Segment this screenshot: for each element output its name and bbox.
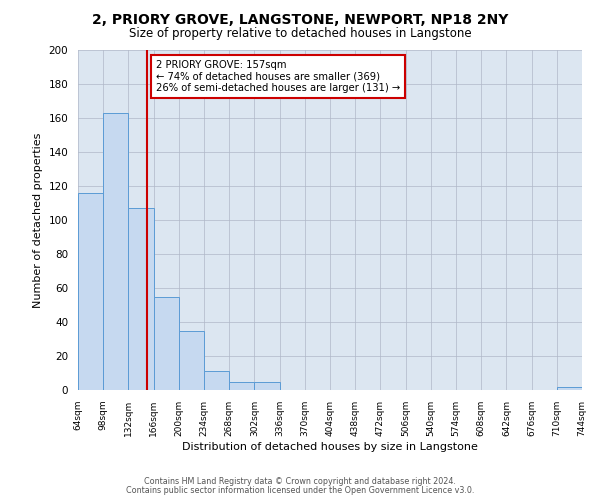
Y-axis label: Number of detached properties: Number of detached properties xyxy=(33,132,43,308)
X-axis label: Distribution of detached houses by size in Langstone: Distribution of detached houses by size … xyxy=(182,442,478,452)
Bar xyxy=(78,193,103,390)
Bar xyxy=(128,208,154,390)
Bar xyxy=(204,372,229,390)
Bar xyxy=(557,386,582,390)
Bar xyxy=(229,382,254,390)
Bar xyxy=(103,113,128,390)
Bar xyxy=(179,330,204,390)
Text: 2 PRIORY GROVE: 157sqm
← 74% of detached houses are smaller (369)
26% of semi-de: 2 PRIORY GROVE: 157sqm ← 74% of detached… xyxy=(156,60,400,94)
Text: 2, PRIORY GROVE, LANGSTONE, NEWPORT, NP18 2NY: 2, PRIORY GROVE, LANGSTONE, NEWPORT, NP1… xyxy=(92,12,508,26)
Text: Contains HM Land Registry data © Crown copyright and database right 2024.: Contains HM Land Registry data © Crown c… xyxy=(144,477,456,486)
Bar xyxy=(154,296,179,390)
Bar xyxy=(254,382,280,390)
Text: Size of property relative to detached houses in Langstone: Size of property relative to detached ho… xyxy=(128,28,472,40)
Text: Contains public sector information licensed under the Open Government Licence v3: Contains public sector information licen… xyxy=(126,486,474,495)
